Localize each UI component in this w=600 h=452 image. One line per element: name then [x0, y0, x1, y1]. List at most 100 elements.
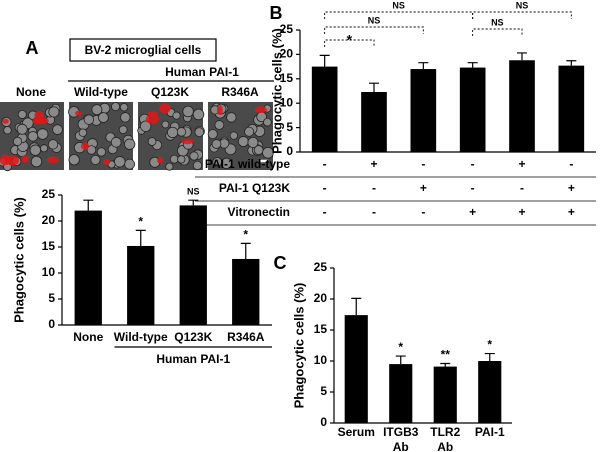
y-tick-label: 25	[42, 187, 56, 201]
condition-sign: -	[569, 157, 573, 171]
cell	[263, 117, 272, 127]
error-bar	[83, 199, 94, 211]
condition-sign: -	[471, 157, 475, 171]
stain	[46, 156, 59, 163]
y-axis-label: Phagocytic cells (%)	[11, 197, 26, 323]
cell	[194, 127, 205, 138]
image-label: None	[16, 85, 46, 99]
cell	[110, 136, 122, 148]
image-group-label: Human PAI-1	[165, 65, 239, 79]
condition-sign: -	[471, 181, 475, 195]
significance: *	[138, 215, 143, 229]
condition-name: PAI-1 wild-type	[205, 157, 290, 171]
y-tick-label: 10	[42, 265, 56, 279]
y-tick-label: 0	[48, 317, 55, 331]
condition-sign: -	[372, 205, 376, 219]
error-bar	[369, 82, 379, 92]
stain	[159, 103, 171, 114]
x-tick-label: PAI-1	[475, 425, 505, 439]
y-tick-label: 20	[314, 291, 328, 305]
cell	[3, 126, 12, 135]
error-bar	[418, 62, 429, 70]
condition-sign: -	[372, 181, 376, 195]
cell	[114, 156, 126, 168]
cell	[52, 124, 63, 135]
y-tick-label: 0	[320, 415, 327, 429]
y-axis-label: Phagocytic cells (%)	[269, 28, 284, 154]
stain	[80, 142, 89, 151]
error-bar	[188, 199, 199, 206]
condition-sign: -	[323, 157, 327, 171]
condition-sign: +	[370, 157, 377, 171]
condition-sign: +	[568, 205, 575, 219]
error-bar	[467, 62, 478, 68]
error-bar	[351, 297, 362, 316]
comparison-label: NS	[392, 0, 405, 10]
error-bar	[517, 52, 527, 61]
cell	[192, 108, 205, 121]
bar	[433, 366, 457, 423]
significance: *	[243, 228, 248, 242]
cell	[166, 126, 179, 139]
image-label: Wild-type	[74, 85, 128, 99]
x-tick-label: Wild-type	[114, 330, 168, 344]
condition-name: Vitronectin	[228, 205, 290, 219]
bar	[459, 67, 486, 152]
cell	[40, 144, 49, 153]
bar	[74, 210, 102, 325]
y-tick-label: 10	[280, 95, 294, 109]
bar	[232, 258, 260, 325]
cell	[192, 160, 203, 171]
cell	[207, 129, 218, 140]
condition-sign: -	[421, 205, 425, 219]
condition-name: PAI-1 Q123K	[219, 181, 290, 195]
cell	[16, 123, 28, 135]
cell	[262, 146, 274, 159]
cell	[165, 162, 174, 171]
condition-sign: +	[420, 181, 427, 195]
error-bar	[319, 54, 330, 67]
cell	[237, 136, 249, 147]
comparison-label: NS	[368, 15, 381, 25]
comparison-bracket	[472, 11, 572, 19]
bar	[344, 315, 368, 423]
panel-letter: C	[274, 253, 287, 273]
stain	[0, 154, 11, 166]
bar	[478, 361, 502, 423]
stain	[181, 138, 194, 145]
cell	[12, 136, 23, 146]
cell	[118, 125, 128, 135]
image-title: BV-2 microglial cells	[85, 43, 202, 57]
cell	[86, 145, 97, 155]
y-tick-label: 25	[280, 22, 294, 36]
cell	[177, 155, 186, 164]
y-tick-label: 5	[320, 384, 327, 398]
condition-sign: +	[518, 205, 525, 219]
cell	[176, 127, 187, 137]
cell	[30, 155, 43, 168]
y-tick-label: 20	[42, 213, 56, 227]
cell	[229, 131, 238, 140]
bar	[179, 205, 207, 325]
cell	[119, 103, 129, 112]
stain	[156, 157, 163, 164]
bar	[389, 364, 413, 423]
cell	[124, 158, 136, 170]
stain	[147, 111, 159, 117]
cell	[83, 114, 95, 125]
stain	[102, 158, 111, 165]
stain	[35, 117, 49, 125]
x-tick-label: Ab	[437, 440, 453, 452]
cell	[98, 112, 109, 123]
y-tick-label: 15	[280, 71, 294, 85]
bar	[558, 65, 585, 152]
condition-sign: -	[421, 157, 425, 171]
cell	[189, 151, 199, 161]
y-axis-label: Phagocytic cells (%)	[291, 283, 306, 409]
stain	[216, 105, 223, 116]
significance: **	[441, 348, 451, 362]
x-tick-label: None	[73, 330, 103, 344]
cell	[17, 109, 27, 119]
group-label: Human PAI-1	[156, 352, 230, 366]
cell	[36, 128, 49, 140]
